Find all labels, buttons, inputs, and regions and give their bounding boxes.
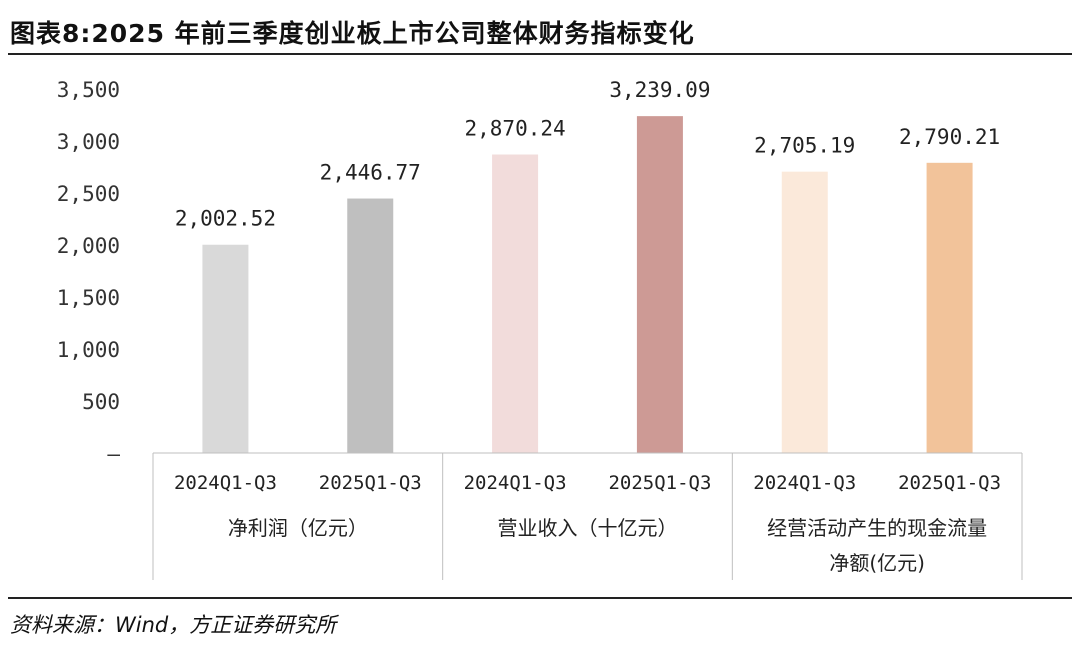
- data-label: 2,705.19: [754, 134, 855, 158]
- y-tick-label: 2,000: [57, 234, 120, 258]
- top-rule: [8, 53, 1072, 55]
- y-axis: – 500 1,000 1,500 2,000 2,500 3,000 3,500: [57, 78, 121, 466]
- x-tick-label: 2024Q1-Q3: [753, 472, 856, 494]
- group-label: 经营活动产生的现金流量: [767, 516, 987, 540]
- y-tick-label: 1,000: [57, 338, 120, 362]
- bar: [926, 162, 973, 453]
- y-tick-label: 3,500: [57, 78, 120, 102]
- bottom-rule: [8, 597, 1072, 599]
- bars: [202, 116, 973, 454]
- bar-chart: – 500 1,000 1,500 2,000 2,500 3,000 3,500 2,002…: [57, 78, 1023, 580]
- data-labels: 2,002.52 2,446.77 2,870.24 3,239.09 2,705.19…: [175, 78, 1000, 231]
- x-tick-label: 2024Q1-Q3: [464, 472, 567, 494]
- bar: [347, 198, 394, 453]
- y-tick-label: –: [107, 442, 120, 466]
- bar: [492, 154, 539, 453]
- x-axis: 2024Q1-Q3 2025Q1-Q3 净利润（亿元） 2024Q1-Q3 2025Q1…: [152, 452, 1023, 580]
- figure-title: 图表8:2025 年前三季度创业板上市公司整体财务指标变化: [10, 19, 695, 48]
- x-tick-label: 2025Q1-Q3: [608, 472, 711, 494]
- bar: [781, 171, 828, 454]
- group-label: 净利润（亿元）: [228, 516, 368, 540]
- x-tick-label: 2025Q1-Q3: [898, 472, 1001, 494]
- data-label: 2,446.77: [320, 161, 421, 185]
- group-label: 营业收入（十亿元）: [498, 516, 678, 540]
- data-label: 2,002.52: [175, 207, 276, 231]
- y-tick-label: 1,500: [57, 286, 120, 310]
- bar: [202, 244, 249, 453]
- bar: [636, 116, 683, 453]
- data-label: 3,239.09: [609, 78, 710, 102]
- source-note: 资料来源：Wind，方正证券研究所: [10, 613, 337, 637]
- x-tick-label: 2025Q1-Q3: [319, 472, 422, 494]
- data-label: 2,790.21: [899, 125, 1000, 149]
- x-tick-label: 2024Q1-Q3: [174, 472, 277, 494]
- y-tick-label: 500: [82, 390, 120, 414]
- y-tick-label: 2,500: [57, 182, 120, 206]
- data-label: 2,870.24: [465, 116, 566, 140]
- y-tick-label: 3,000: [57, 130, 120, 154]
- group-label: 净额(亿元): [829, 551, 925, 575]
